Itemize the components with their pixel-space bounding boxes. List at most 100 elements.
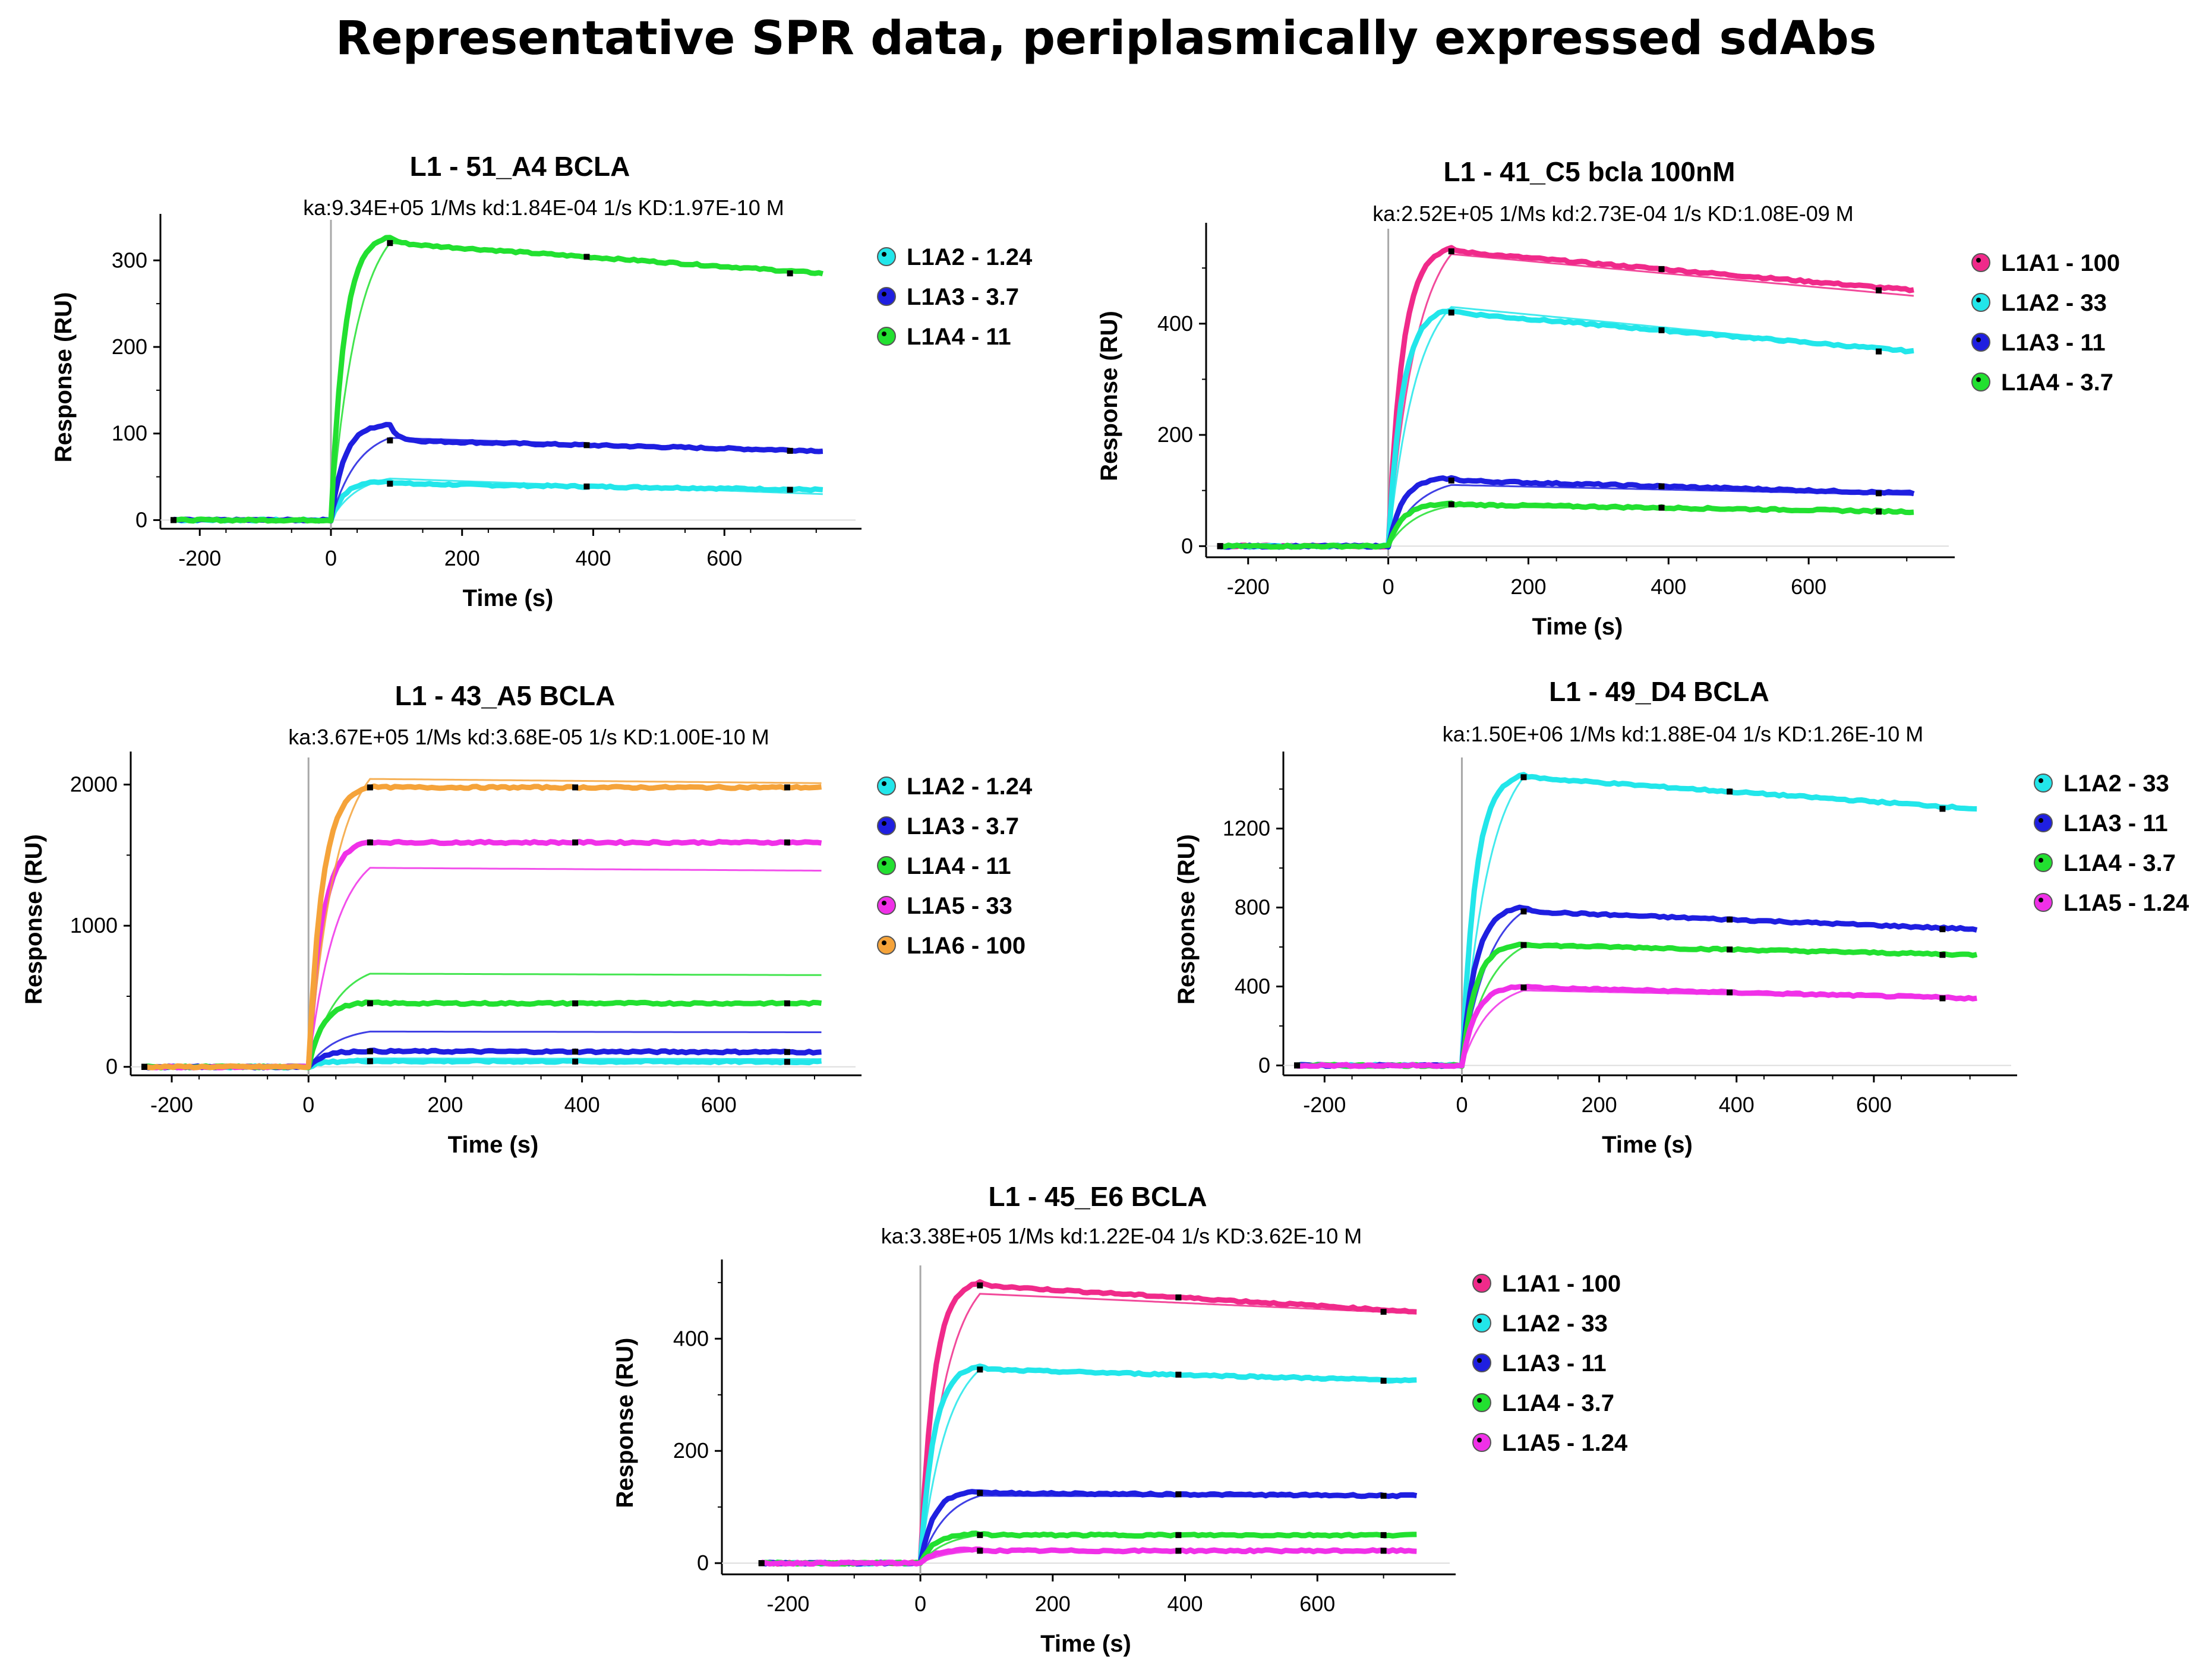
chart-4: L1 - 49_D4 BCLA ka:1.50E+06 1/Ms kd:1.88E… — [1173, 676, 2189, 1158]
report-point — [1380, 1492, 1387, 1499]
legend-label: L1A1 - 100 — [2001, 250, 2120, 276]
legend-label: L1A2 - 33 — [2063, 771, 2169, 797]
legend-item[interactable]: L1A2 - 1.24 — [877, 774, 1033, 800]
chart-subtitle: ka:3.38E+05 1/Ms kd:1.22E-04 1/s KD:3.62… — [881, 1224, 1362, 1248]
legend-item[interactable]: L1A2 - 1.24 — [877, 244, 1033, 270]
report-point — [1175, 1548, 1182, 1554]
x-axis-label: Time (s) — [448, 1132, 539, 1158]
y-tick-label: 0 — [106, 1055, 118, 1079]
report-point — [367, 839, 373, 846]
report-point — [1448, 501, 1454, 508]
legend-label: L1A4 - 3.7 — [2001, 370, 2113, 396]
y-tick-label: 200 — [112, 334, 147, 359]
y-tick-label: 400 — [1235, 974, 1270, 998]
sensorgram-4 — [144, 839, 822, 1071]
legend-item[interactable]: L1A3 - 11 — [1472, 1350, 1607, 1377]
x-tick-label: 0 — [914, 1592, 926, 1616]
sensorgram-3 — [1296, 941, 1978, 1069]
legend-label: L1A3 - 11 — [1502, 1350, 1607, 1377]
legend-item[interactable]: L1A5 - 33 — [877, 893, 1012, 919]
legend-item[interactable]: L1A1 - 100 — [1472, 1271, 1621, 1297]
fit-curve-3 — [330, 242, 823, 520]
report-point — [1448, 310, 1454, 316]
report-point — [1520, 908, 1527, 915]
legend-item[interactable]: L1A2 - 33 — [1971, 290, 2107, 316]
legend-item[interactable]: L1A4 - 11 — [877, 853, 1011, 879]
chart-1: L1 - 51_A4 BCLA ka:9.34E+05 1/Ms kd:1.84E… — [51, 151, 1033, 611]
legend-item[interactable]: L1A2 - 33 — [2034, 771, 2169, 797]
x-tick-label: 200 — [1582, 1093, 1617, 1117]
legend-label: L1A3 - 11 — [2001, 330, 2106, 356]
legend-item[interactable]: L1A2 - 33 — [1472, 1311, 1608, 1337]
legend-swatch — [2034, 893, 2053, 912]
y-tick-label: 1000 — [70, 913, 118, 937]
chart-title: L1 - 43_A5 BCLA — [395, 680, 616, 711]
series-orange — [141, 778, 822, 1071]
legend-item[interactable]: L1A3 - 11 — [1971, 330, 2106, 356]
y-tick-label: 0 — [1181, 533, 1193, 558]
legend-swatch-dot — [1976, 298, 1981, 302]
sensorgram-3 — [173, 235, 823, 524]
legend-swatch — [1971, 253, 1990, 272]
report-point — [1876, 490, 1882, 497]
fit-curve-2 — [330, 437, 823, 520]
legend-swatch-dot — [882, 252, 886, 257]
legend-item[interactable]: L1A4 - 3.7 — [1971, 370, 2113, 396]
legend-swatch — [1472, 1314, 1491, 1333]
legend-item[interactable]: L1A3 - 3.7 — [877, 284, 1019, 310]
legend-swatch-dot — [1477, 1278, 1482, 1283]
fit-curve-4 — [307, 867, 822, 1067]
report-point — [387, 481, 393, 487]
report-point — [1939, 995, 1946, 1002]
legend-label: L1A4 - 11 — [907, 324, 1011, 350]
series-green — [171, 235, 823, 524]
y-tick-label: 1200 — [1223, 816, 1270, 841]
report-point — [784, 1059, 790, 1065]
legend-swatch-dot — [1976, 258, 1981, 263]
y-tick-label: 200 — [1157, 422, 1193, 447]
legend-label: L1A6 - 100 — [907, 933, 1025, 959]
report-point — [572, 784, 579, 791]
report-point — [1380, 1548, 1387, 1554]
legend-item[interactable]: L1A6 - 100 — [877, 933, 1025, 959]
legend-swatch — [2034, 853, 2053, 872]
report-point — [1658, 266, 1665, 272]
sensorgram-1 — [1296, 772, 1977, 1069]
report-point — [787, 270, 793, 277]
fit-curve-2 — [1461, 910, 1977, 1066]
report-point — [1658, 483, 1665, 490]
report-point — [583, 442, 590, 449]
fit-curve-5 — [920, 1549, 1417, 1564]
report-point — [572, 1049, 579, 1055]
report-point — [1294, 1062, 1301, 1069]
series-cyan — [1294, 772, 1977, 1069]
report-point — [977, 1366, 983, 1373]
y-tick-label: 0 — [135, 507, 147, 532]
report-point — [1520, 774, 1527, 781]
legend-label: L1A3 - 3.7 — [907, 813, 1019, 839]
x-tick-label: 0 — [325, 546, 337, 570]
y-tick-label: 300 — [112, 248, 147, 272]
legend-item[interactable]: L1A4 - 3.7 — [2034, 850, 2176, 876]
legend-item[interactable]: L1A4 - 11 — [877, 324, 1011, 350]
legend-swatch-dot — [1976, 377, 1981, 382]
legend-item[interactable]: L1A3 - 3.7 — [877, 813, 1019, 839]
legend-item[interactable]: L1A1 - 100 — [1971, 250, 2120, 276]
fit-curve-2 — [1387, 306, 1914, 547]
legend-swatch-dot — [1976, 337, 1981, 342]
legend-swatch-dot — [882, 940, 886, 945]
x-tick-label: 200 — [444, 546, 480, 570]
report-point — [1939, 806, 1946, 812]
legend-item[interactable]: L1A3 - 11 — [2034, 810, 2168, 836]
series-green — [141, 973, 822, 1071]
report-point — [1448, 477, 1454, 484]
report-point — [1727, 788, 1733, 795]
report-point — [1175, 1491, 1182, 1498]
y-tick-label: 2000 — [70, 772, 118, 797]
legend-swatch-dot — [2039, 778, 2043, 783]
legend-label: L1A3 - 11 — [2063, 810, 2168, 836]
legend-item[interactable]: L1A5 - 1.24 — [2034, 890, 2189, 916]
legend-item[interactable]: L1A5 - 1.24 — [1472, 1430, 1628, 1456]
legend-item[interactable]: L1A4 - 3.7 — [1472, 1390, 1614, 1416]
